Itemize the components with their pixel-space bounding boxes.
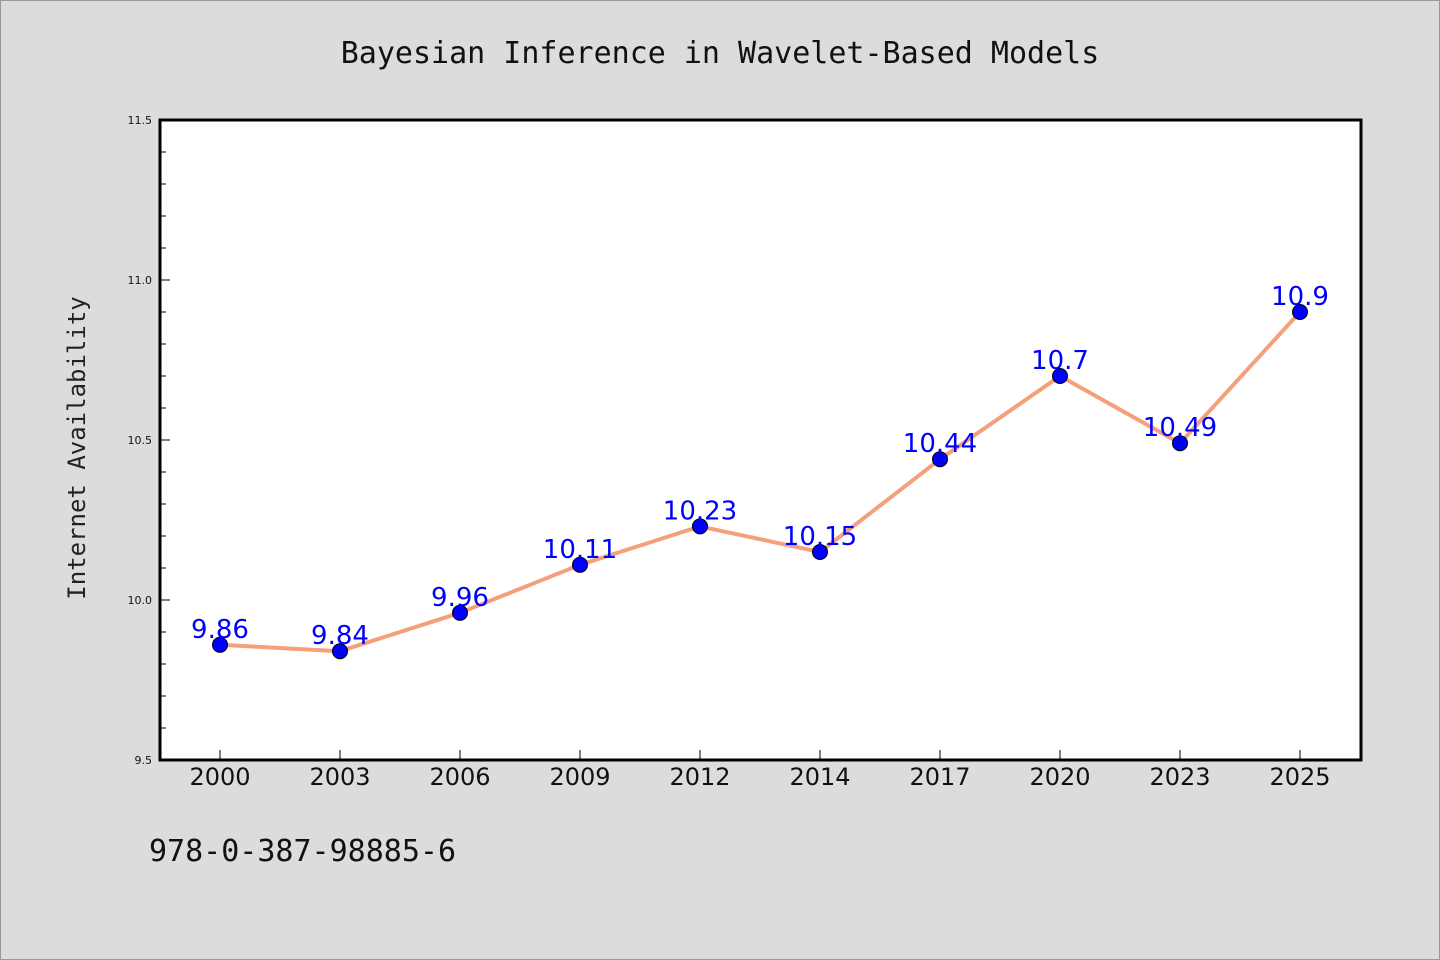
isbn-caption: 978-0-387-98885-6 [149, 834, 457, 869]
y-tick-label: 10.5 [128, 434, 153, 447]
data-point [572, 556, 588, 573]
line-segment [938, 374, 1062, 462]
y-tick-label: 11.0 [128, 274, 153, 287]
data-label: 10.49 [1143, 413, 1217, 443]
x-tick-label: 2023 [1149, 763, 1210, 791]
x-tick-label: 2012 [669, 763, 730, 791]
data-label: 9.86 [191, 615, 249, 645]
x-tick-label: 2003 [309, 763, 370, 791]
plot-area [158, 118, 1363, 762]
line-segment [338, 610, 462, 654]
data-point [692, 518, 708, 535]
data-label: 9.84 [311, 621, 369, 651]
line-segment [1058, 374, 1182, 446]
y-axis-label: Internet Availability [63, 296, 91, 599]
data-label: 10.9 [1271, 282, 1329, 312]
series-markers [212, 304, 1308, 660]
data-label: 10.44 [903, 429, 977, 459]
line-segment [818, 457, 942, 554]
line-segment [1178, 310, 1302, 446]
y-tick-label: 11.5 [128, 114, 153, 127]
data-label: 10.23 [663, 496, 737, 526]
data-point [1292, 304, 1308, 320]
data-point [332, 643, 348, 660]
data-point [1052, 368, 1068, 384]
data-label: 9.96 [431, 583, 489, 613]
x-tick-label: 2006 [429, 763, 490, 791]
line-segment [458, 562, 582, 615]
x-axis: 2000 2003 2006 2009 2012 2014 2017 2020 2023 2025 [189, 750, 1331, 791]
data-labels: 9.86 9.84 9.96 10.11 10.23 10.15 10.44 10.7 10.4… [191, 282, 1329, 651]
data-point [812, 544, 828, 560]
chart-title: Bayesian Inference in Wavelet-Based Mode… [341, 36, 1100, 71]
x-tick-label: 2000 [189, 763, 250, 791]
x-tick-label: 2017 [909, 763, 970, 791]
line-segment [698, 524, 822, 554]
x-tick-label: 2014 [789, 763, 850, 791]
x-tick-label: 2020 [1029, 763, 1090, 791]
y-axis: 9.5 10.0 10.5 11.0 11.5 [128, 114, 170, 767]
data-label: 10.11 [543, 535, 617, 565]
x-tick-label: 2009 [549, 763, 610, 791]
data-point [1172, 435, 1188, 452]
x-tick-label: 2025 [1269, 763, 1330, 791]
data-point [452, 604, 468, 621]
y-tick-label: 10.0 [128, 594, 153, 607]
series-line [218, 310, 1302, 654]
y-tick-label: 9.5 [135, 754, 153, 767]
line-segment [218, 642, 342, 654]
data-point [932, 451, 948, 468]
data-label: 10.7 [1031, 346, 1089, 376]
data-label: 10.15 [783, 522, 857, 552]
data-point [212, 636, 228, 653]
line-segment [578, 524, 702, 567]
